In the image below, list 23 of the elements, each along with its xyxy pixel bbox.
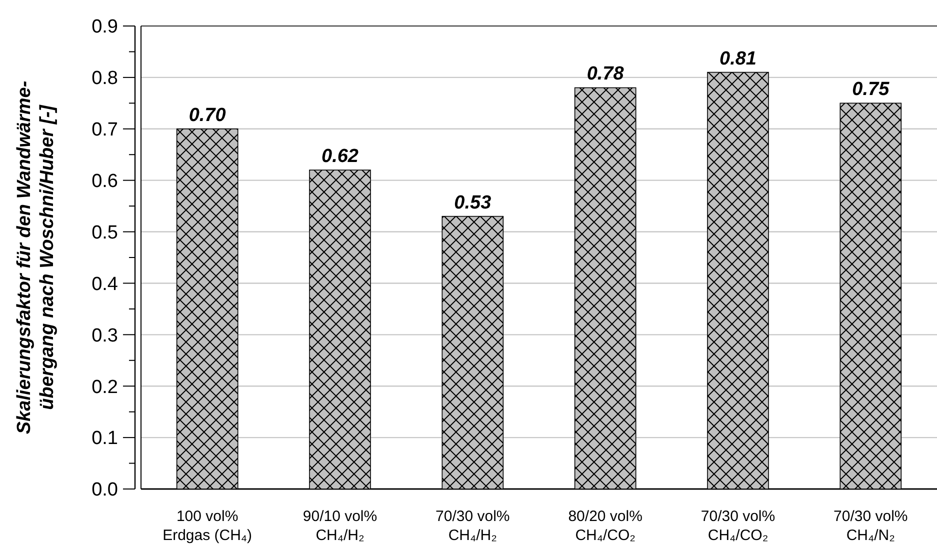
text: 0.6 bbox=[92, 170, 118, 192]
text: 0.2 bbox=[92, 376, 118, 398]
text: 0.4 bbox=[92, 274, 118, 295]
data-label: 0.75 bbox=[852, 79, 890, 100]
text: 0.8 bbox=[92, 68, 118, 90]
text: 0.5 bbox=[92, 222, 118, 244]
data-label: 0.78 bbox=[586, 64, 624, 85]
x-tick-label: 80/20 vol% CH₄/CO₂ bbox=[568, 508, 642, 544]
data-label: 0.81 bbox=[720, 48, 756, 70]
text: 0.7 bbox=[92, 120, 118, 141]
text: 0.1 bbox=[92, 428, 118, 450]
x-tick-label: 70/30 vol% CH₄/CO₂ bbox=[700, 508, 776, 544]
text: 0.0 bbox=[92, 480, 118, 501]
text: 0.3 bbox=[92, 325, 118, 346]
data-label: 0.53 bbox=[454, 192, 492, 214]
data-label: 0.70 bbox=[188, 104, 226, 126]
y-axis-title: Skalierungsfaktor für den Wandwärme- übergang nach Woschni/Huber [-] bbox=[14, 80, 58, 434]
data-label: 0.62 bbox=[322, 146, 359, 168]
text: 0.9 bbox=[92, 16, 118, 38]
x-tick-label: 90/10 vol% CH₄/H₂ bbox=[302, 508, 378, 544]
x-tick-label: 70/30 vol% CH₄/N₂ bbox=[834, 508, 908, 544]
x-tick-label: 70/30 vol% CH₄/H₂ bbox=[436, 508, 510, 544]
x-tick-label: 100 vol% Erdgas (CH₄) bbox=[162, 508, 252, 544]
